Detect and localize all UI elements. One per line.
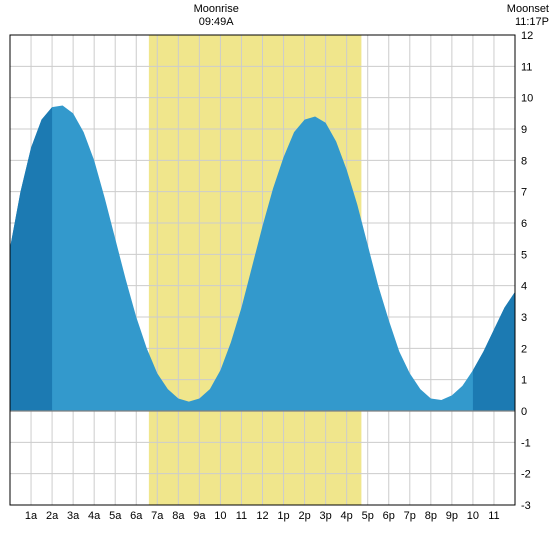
y-tick-label: 0 xyxy=(521,406,527,418)
y-tick-label: 4 xyxy=(521,281,527,293)
x-tick-label: 11 xyxy=(488,510,499,522)
y-tick-label: 12 xyxy=(521,30,533,42)
y-tick-label: 7 xyxy=(521,187,527,199)
x-tick-label: 3p xyxy=(320,510,332,522)
y-tick-label: 8 xyxy=(521,155,527,167)
x-tick-label: 2a xyxy=(46,510,59,522)
x-tick-label: 4p xyxy=(341,510,353,522)
x-tick-label: 1p xyxy=(277,510,289,522)
x-tick-label: 7p xyxy=(404,510,416,522)
y-tick-label: 11 xyxy=(521,61,532,73)
y-tick-label: 2 xyxy=(521,343,527,355)
x-tick-label: 8a xyxy=(172,510,185,522)
x-tick-label: 10 xyxy=(214,510,226,522)
x-tick-label: 2p xyxy=(298,510,310,522)
y-tick-label: 1 xyxy=(521,375,527,387)
moonrise-label: Moonrise xyxy=(194,3,239,15)
moonset-time: 11:17P xyxy=(515,16,549,28)
x-tick-label: 9a xyxy=(193,510,206,522)
x-tick-label: 8p xyxy=(425,510,437,522)
x-tick-label: 6a xyxy=(130,510,143,522)
y-tick-label: -3 xyxy=(521,500,531,512)
x-tick-label: 9p xyxy=(446,510,458,522)
y-tick-label: 5 xyxy=(521,249,527,261)
y-tick-label: -1 xyxy=(521,437,531,449)
x-tick-label: 10 xyxy=(467,510,479,522)
y-tick-label: 9 xyxy=(521,124,527,136)
x-tick-label: 4a xyxy=(88,510,101,522)
x-tick-label: 6p xyxy=(383,510,395,522)
x-tick-label: 7a xyxy=(151,510,164,522)
moonset-label: Moonset xyxy=(507,3,549,15)
x-tick-label: 5p xyxy=(362,510,374,522)
x-tick-label: 12 xyxy=(256,510,268,522)
x-tick-label: 3a xyxy=(67,510,80,522)
tide-chart: 1a2a3a4a5a6a7a8a9a1011121p2p3p4p5p6p7p8p… xyxy=(0,0,550,550)
y-tick-label: -2 xyxy=(521,469,531,481)
y-tick-label: 6 xyxy=(521,218,527,230)
moonrise-time: 09:49A xyxy=(199,16,235,28)
x-tick-label: 5a xyxy=(109,510,122,522)
x-tick-label: 1a xyxy=(25,510,38,522)
y-tick-label: 10 xyxy=(521,93,533,105)
y-tick-label: 3 xyxy=(521,312,527,324)
x-tick-label: 11 xyxy=(236,510,247,522)
